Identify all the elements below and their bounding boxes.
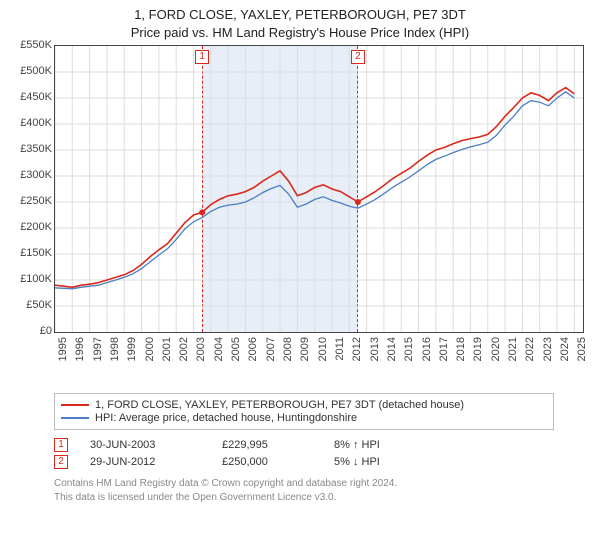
y-axis-labels: £0£50K£100K£150K£200K£250K£300K£350K£400… [10,45,54,387]
sale-price-1: £229,995 [222,439,312,451]
plot-svg [55,46,583,332]
legend: 1, FORD CLOSE, YAXLEY, PETERBOROUGH, PE7… [54,393,554,430]
sale-row-2: 2 29-JUN-2012 £250,000 5% ↓ HPI [54,455,590,469]
sale-idx-1: 1 [54,438,68,452]
sale-date-1: 30-JUN-2003 [90,439,200,451]
title-line-2: Price paid vs. HM Land Registry's House … [10,24,590,42]
sale-idx-2: 2 [54,455,68,469]
legend-swatch-price [61,404,89,406]
legend-label-hpi: HPI: Average price, detached house, Hunt… [95,412,357,424]
sale-price-2: £250,000 [222,456,312,468]
plot-area: £0£50K£100K£150K£200K£250K£300K£350K£400… [10,45,590,387]
sale-delta-2: 5% ↓ HPI [334,456,454,468]
legend-swatch-hpi [61,417,89,419]
legend-label-price: 1, FORD CLOSE, YAXLEY, PETERBOROUGH, PE7… [95,399,464,411]
sales-table: 1 30-JUN-2003 £229,995 8% ↑ HPI 2 29-JUN… [54,438,590,469]
footer-line-1: Contains HM Land Registry data © Crown c… [54,477,590,491]
sale-row-1: 1 30-JUN-2003 £229,995 8% ↑ HPI [54,438,590,452]
chart-title: 1, FORD CLOSE, YAXLEY, PETERBOROUGH, PE7… [10,6,590,41]
legend-item-price: 1, FORD CLOSE, YAXLEY, PETERBOROUGH, PE7… [61,399,547,411]
sale-delta-1: 8% ↑ HPI [334,439,454,451]
footer-line-2: This data is licensed under the Open Gov… [54,491,590,505]
x-axis-labels: 1995199619971998199920002001200220032004… [54,333,584,387]
footer-attribution: Contains HM Land Registry data © Crown c… [54,477,590,504]
marker-box-1: 1 [195,50,209,64]
marker-box-2: 2 [351,50,365,64]
title-line-1: 1, FORD CLOSE, YAXLEY, PETERBOROUGH, PE7… [10,6,590,24]
legend-item-hpi: HPI: Average price, detached house, Hunt… [61,412,547,424]
chart-container: 1, FORD CLOSE, YAXLEY, PETERBOROUGH, PE7… [0,0,600,508]
plot-canvas: 1 2 [54,45,584,333]
sale-date-2: 29-JUN-2012 [90,456,200,468]
